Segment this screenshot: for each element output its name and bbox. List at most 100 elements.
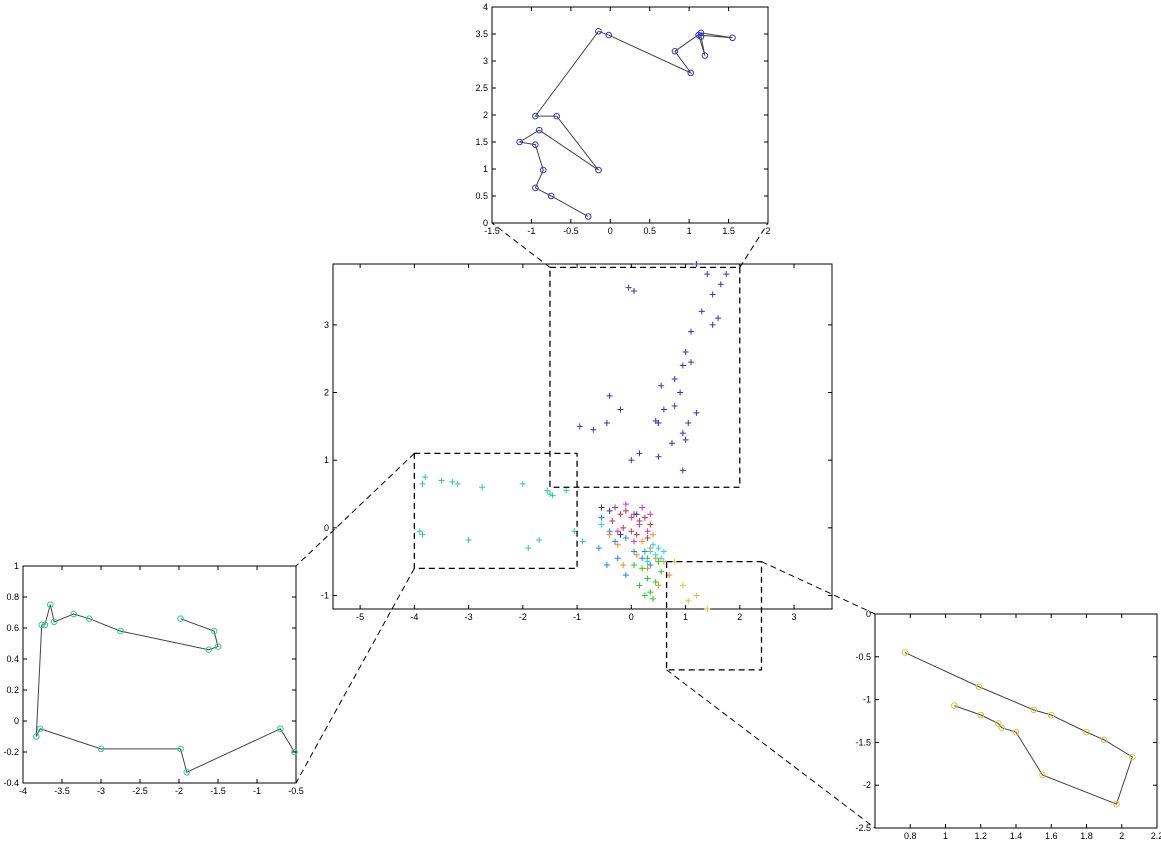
y-tick-label: -0.4 bbox=[3, 778, 19, 788]
circle-marker bbox=[210, 627, 218, 635]
circle-marker bbox=[177, 615, 184, 623]
plus-marker bbox=[631, 288, 638, 295]
plus-marker bbox=[636, 521, 643, 528]
x-tick-label: -2 bbox=[519, 612, 527, 622]
scatter-series-5 bbox=[606, 531, 673, 589]
plus-marker bbox=[660, 558, 667, 565]
plus-marker bbox=[647, 521, 654, 528]
plus-marker bbox=[723, 271, 730, 278]
circle-marker bbox=[177, 745, 184, 753]
plus-marker bbox=[650, 531, 657, 538]
plus-marker bbox=[679, 467, 686, 474]
y-tick-label: 0.4 bbox=[6, 654, 19, 664]
plus-marker bbox=[454, 480, 461, 487]
top-plot-frame bbox=[491, 6, 769, 224]
plus-marker bbox=[612, 538, 619, 545]
y-tick-label: -1 bbox=[321, 590, 329, 600]
scatter-series-8 bbox=[598, 521, 667, 565]
plus-marker bbox=[687, 328, 694, 335]
plus-marker bbox=[647, 562, 654, 569]
plus-marker bbox=[519, 480, 526, 487]
zoom-box-right bbox=[665, 560, 763, 671]
circle-marker bbox=[1012, 728, 1020, 736]
plus-marker bbox=[666, 572, 673, 579]
x-tick-label: 1.2 bbox=[974, 831, 987, 841]
left-series-line bbox=[35, 604, 295, 773]
plus-marker bbox=[617, 511, 624, 518]
plus-marker bbox=[647, 548, 654, 555]
circle-marker bbox=[975, 683, 983, 691]
circle-marker bbox=[584, 213, 592, 220]
x-tick-label: -2.5 bbox=[132, 786, 148, 796]
y-tick-label: 0.8 bbox=[6, 592, 19, 602]
plus-marker bbox=[479, 484, 486, 491]
plus-marker bbox=[704, 606, 711, 612]
left-plot-frame bbox=[22, 565, 297, 784]
y-tick-label: 1 bbox=[483, 164, 488, 174]
plus-marker bbox=[682, 348, 689, 355]
circle-marker bbox=[97, 745, 105, 753]
plus-marker bbox=[525, 545, 532, 552]
circle-marker bbox=[47, 601, 54, 609]
plus-marker bbox=[693, 261, 700, 267]
y-tick-label: 3.5 bbox=[475, 29, 488, 39]
connector-line-top bbox=[739, 222, 769, 268]
x-tick-label: 2.2 bbox=[1151, 831, 1161, 841]
connector-line-left bbox=[295, 568, 415, 784]
plus-marker bbox=[644, 565, 651, 572]
plus-marker bbox=[622, 501, 629, 508]
plus-marker bbox=[677, 389, 684, 396]
plus-marker bbox=[687, 359, 694, 366]
circle-marker bbox=[532, 112, 539, 120]
plus-marker bbox=[631, 538, 638, 545]
plus-marker bbox=[655, 558, 662, 565]
plus-marker bbox=[639, 555, 646, 562]
circle-marker bbox=[671, 47, 679, 55]
plus-marker bbox=[628, 528, 635, 535]
plus-marker bbox=[633, 531, 640, 538]
circle-marker bbox=[1100, 736, 1108, 744]
plus-marker bbox=[693, 409, 700, 416]
plus-marker bbox=[658, 568, 665, 575]
circle-marker bbox=[183, 768, 191, 776]
circle-marker bbox=[1083, 728, 1090, 736]
plus-marker bbox=[633, 551, 640, 558]
plus-marker bbox=[628, 457, 635, 464]
plus-marker bbox=[620, 524, 627, 531]
plus-marker bbox=[647, 511, 654, 518]
x-tick-label: -2 bbox=[175, 786, 183, 796]
plus-marker bbox=[655, 582, 662, 589]
y-tick-label: 0 bbox=[483, 218, 488, 228]
plus-marker bbox=[609, 518, 616, 525]
x-tick-label: 3 bbox=[792, 612, 797, 622]
plus-marker bbox=[709, 321, 716, 328]
y-tick-label: 0 bbox=[324, 523, 329, 533]
y-tick-label: 3 bbox=[324, 320, 329, 330]
scatter-series-9 bbox=[598, 504, 640, 538]
circle-marker bbox=[532, 141, 539, 148]
circle-marker bbox=[291, 748, 298, 756]
plus-marker bbox=[660, 548, 667, 555]
x-tick-label: -4 bbox=[19, 786, 27, 796]
plus-marker bbox=[549, 492, 556, 499]
plus-marker bbox=[617, 531, 624, 538]
plus-marker bbox=[617, 406, 624, 413]
plus-marker bbox=[679, 362, 686, 369]
y-tick-label: 0.2 bbox=[6, 685, 19, 695]
zoom-connector-lines bbox=[295, 222, 876, 829]
plus-marker bbox=[636, 582, 643, 589]
plus-marker bbox=[660, 406, 667, 413]
plus-marker bbox=[655, 545, 662, 552]
plus-marker bbox=[419, 480, 426, 487]
y-tick-label: -1 bbox=[863, 695, 871, 705]
left-inset-plot: -4 -3.5 -3 -2.5 -2 -1.5 -1 -0.5 -0.4 -0.2 0 0.2 0.4 0… bbox=[3, 561, 303, 796]
y-tick-label: 0 bbox=[14, 716, 19, 726]
plus-marker bbox=[704, 271, 711, 278]
y-tick-label: 0.6 bbox=[6, 623, 19, 633]
plus-marker bbox=[655, 453, 662, 460]
plus-marker bbox=[641, 548, 648, 555]
circle-marker bbox=[70, 610, 77, 618]
x-tick-label: -1.5 bbox=[210, 786, 226, 796]
y-tick-label: 4 bbox=[483, 2, 488, 12]
plus-marker bbox=[715, 315, 722, 322]
